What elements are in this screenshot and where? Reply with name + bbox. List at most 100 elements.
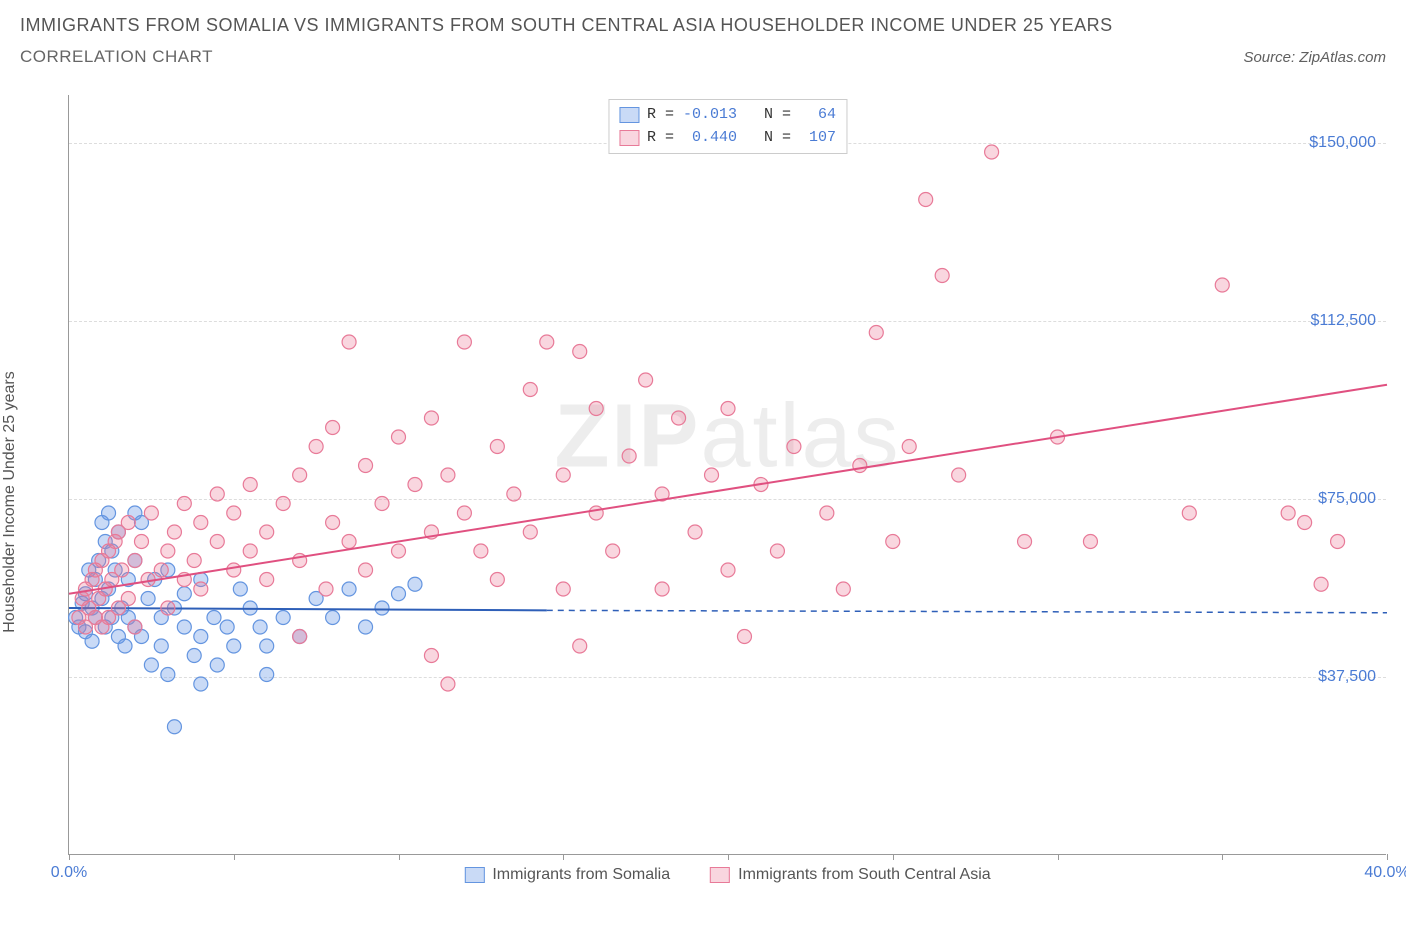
data-point	[227, 506, 241, 520]
scatter-svg	[69, 95, 1387, 855]
data-point	[392, 587, 406, 601]
data-point	[359, 620, 373, 634]
data-point	[556, 582, 570, 596]
data-point	[507, 487, 521, 501]
data-point	[1331, 535, 1345, 549]
data-point	[1182, 506, 1196, 520]
trend-line	[69, 608, 547, 610]
data-point	[121, 516, 135, 530]
data-point	[118, 639, 132, 653]
data-point	[243, 478, 257, 492]
data-point	[220, 620, 234, 634]
data-point	[523, 525, 537, 539]
data-point	[177, 497, 191, 511]
data-point	[293, 468, 307, 482]
data-point	[820, 506, 834, 520]
data-point	[424, 411, 438, 425]
data-point	[457, 335, 471, 349]
data-point	[177, 587, 191, 601]
data-point	[194, 582, 208, 596]
data-point	[210, 487, 224, 501]
data-point	[408, 577, 422, 591]
data-point	[523, 383, 537, 397]
plot-area: ZIPatlas $37,500$75,000$112,500$150,0000…	[68, 95, 1386, 855]
data-point	[194, 677, 208, 691]
data-point	[260, 525, 274, 539]
data-point	[187, 649, 201, 663]
data-point	[141, 592, 155, 606]
data-point	[194, 516, 208, 530]
correlation-legend-row: R = -0.013 N = 64	[619, 104, 836, 127]
data-point	[207, 611, 221, 625]
data-point	[573, 639, 587, 653]
data-point	[121, 592, 135, 606]
data-point	[260, 639, 274, 653]
data-point	[326, 421, 340, 435]
x-tick-label: 40.0%	[1364, 864, 1406, 882]
correlation-legend-row: R = 0.440 N = 107	[619, 127, 836, 150]
data-point	[161, 668, 175, 682]
data-point	[770, 544, 784, 558]
legend-stat-text: R = -0.013 N = 64	[647, 104, 836, 127]
data-point	[276, 611, 290, 625]
data-point	[424, 649, 438, 663]
legend-swatch	[619, 107, 639, 123]
data-point	[457, 506, 471, 520]
data-point	[154, 639, 168, 653]
data-point	[359, 459, 373, 473]
data-point	[622, 449, 636, 463]
data-point	[721, 563, 735, 577]
data-point	[639, 373, 653, 387]
series-legend: Immigrants from SomaliaImmigrants from S…	[464, 866, 990, 884]
data-point	[886, 535, 900, 549]
legend-swatch	[619, 130, 639, 146]
legend-swatch	[464, 867, 484, 883]
data-point	[342, 535, 356, 549]
data-point	[210, 658, 224, 672]
data-point	[935, 269, 949, 283]
data-point	[606, 544, 620, 558]
x-tick-label: 0.0%	[51, 864, 87, 882]
data-point	[1083, 535, 1097, 549]
data-point	[1281, 506, 1295, 520]
data-point	[705, 468, 719, 482]
data-point	[227, 639, 241, 653]
data-point	[1314, 577, 1328, 591]
data-point	[194, 630, 208, 644]
data-point	[293, 630, 307, 644]
trend-line-extrapolated	[547, 610, 1387, 612]
data-point	[375, 497, 389, 511]
chart-subtitle: CORRELATION CHART	[20, 47, 213, 67]
data-point	[85, 634, 99, 648]
data-point	[309, 440, 323, 454]
data-point	[919, 193, 933, 207]
data-point	[392, 430, 406, 444]
data-point	[441, 468, 455, 482]
data-point	[952, 468, 966, 482]
chart-header: IMMIGRANTS FROM SOMALIA VS IMMIGRANTS FR…	[0, 0, 1406, 67]
data-point	[342, 582, 356, 596]
data-point	[474, 544, 488, 558]
data-point	[375, 601, 389, 615]
data-point	[540, 335, 554, 349]
y-axis-label: Householder Income Under 25 years	[1, 371, 19, 632]
data-point	[253, 620, 267, 634]
chart-container: Householder Income Under 25 years ZIPatl…	[20, 95, 1386, 890]
data-point	[102, 506, 116, 520]
chart-source: Source: ZipAtlas.com	[1243, 49, 1386, 66]
data-point	[589, 506, 603, 520]
data-point	[869, 326, 883, 340]
data-point	[115, 563, 129, 577]
data-point	[227, 563, 241, 577]
series-legend-label: Immigrants from South Central Asia	[738, 866, 991, 884]
legend-stat-text: R = 0.440 N = 107	[647, 127, 836, 150]
data-point	[359, 563, 373, 577]
data-point	[144, 506, 158, 520]
data-point	[721, 402, 735, 416]
data-point	[902, 440, 916, 454]
data-point	[134, 535, 148, 549]
data-point	[853, 459, 867, 473]
data-point	[167, 720, 181, 734]
data-point	[161, 601, 175, 615]
data-point	[1298, 516, 1312, 530]
